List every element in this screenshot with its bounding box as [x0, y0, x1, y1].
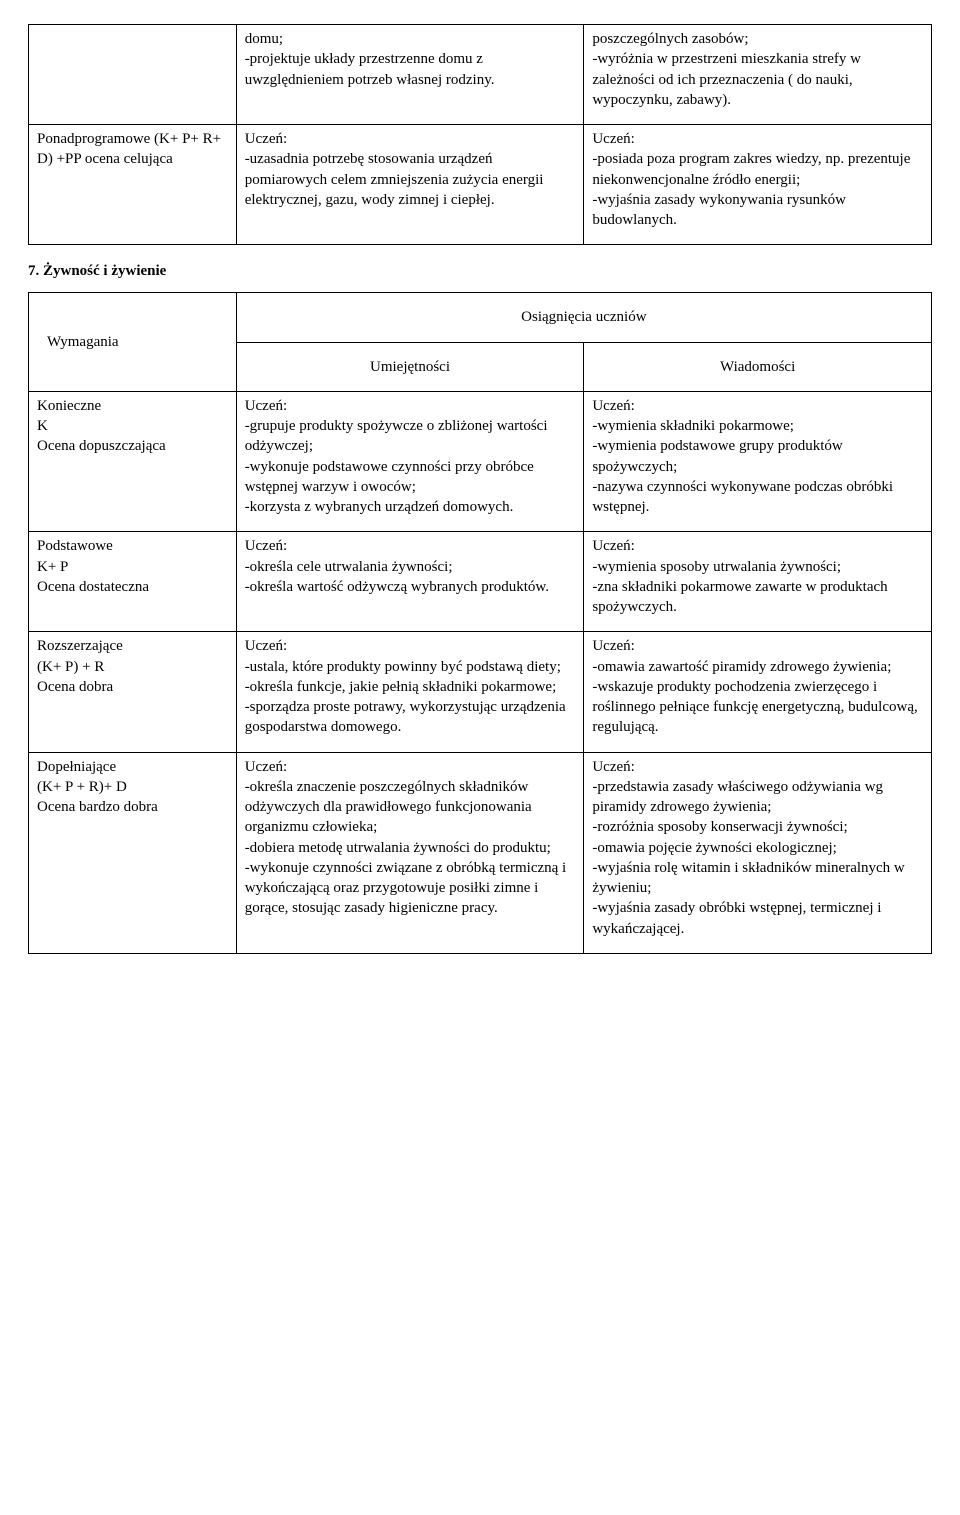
- table-row: PodstawoweK+ POcena dostateczna Uczeń:-o…: [29, 532, 932, 632]
- header-knowledge: Wiadomości: [584, 342, 932, 391]
- cell-knowledge: poszczególnych zasobów;-wyróżnia w przes…: [584, 25, 932, 125]
- cell-skills: Uczeń:-określa znaczenie poszczególnych …: [236, 752, 584, 953]
- table-header-row: Wymagania Osiągnięcia uczniów: [29, 293, 932, 342]
- table-row: domu;-projektuje układy przestrzenne dom…: [29, 25, 932, 125]
- cell-skills: Uczeń:-grupuje produkty spożywcze o zbli…: [236, 391, 584, 532]
- table-row: Ponadprogramowe (K+ P+ R+ D) +PP ocena c…: [29, 125, 932, 245]
- cell-level: Ponadprogramowe (K+ P+ R+ D) +PP ocena c…: [29, 125, 237, 245]
- header-achievements: Osiągnięcia uczniów: [236, 293, 931, 342]
- cell-level: KonieczneKOcena dopuszczająca: [29, 391, 237, 532]
- section-heading: 7. Żywność i żywienie: [28, 263, 932, 280]
- cell-level: Rozszerzające(K+ P) + ROcena dobra: [29, 632, 237, 752]
- header-requirements: Wymagania: [29, 293, 237, 392]
- table-row: KonieczneKOcena dopuszczająca Uczeń:-gru…: [29, 391, 932, 532]
- table-row: Rozszerzające(K+ P) + ROcena dobra Uczeń…: [29, 632, 932, 752]
- cell-knowledge: Uczeń:-omawia zawartość piramidy zdroweg…: [584, 632, 932, 752]
- cell-level: [29, 25, 237, 125]
- cell-skills: domu;-projektuje układy przestrzenne dom…: [236, 25, 584, 125]
- cell-level: Dopełniające(K+ P + R)+ DOcena bardzo do…: [29, 752, 237, 953]
- cell-knowledge: Uczeń:-wymienia składniki pokarmowe;-wym…: [584, 391, 932, 532]
- cell-level: PodstawoweK+ POcena dostateczna: [29, 532, 237, 632]
- table-row: Dopełniające(K+ P + R)+ DOcena bardzo do…: [29, 752, 932, 953]
- header-skills: Umiejętności: [236, 342, 584, 391]
- cell-skills: Uczeń:-uzasadnia potrzebę stosowania urz…: [236, 125, 584, 245]
- table-food-nutrition: Wymagania Osiągnięcia uczniów Umiejętnoś…: [28, 292, 932, 954]
- cell-knowledge: Uczeń:-posiada poza program zakres wiedz…: [584, 125, 932, 245]
- cell-skills: Uczeń:-określa cele utrwalania żywności;…: [236, 532, 584, 632]
- cell-skills: Uczeń:-ustala, które produkty powinny by…: [236, 632, 584, 752]
- table-continuation: domu;-projektuje układy przestrzenne dom…: [28, 24, 932, 245]
- cell-knowledge: Uczeń:-wymienia sposoby utrwalania żywno…: [584, 532, 932, 632]
- cell-knowledge: Uczeń:-przedstawia zasady właściwego odż…: [584, 752, 932, 953]
